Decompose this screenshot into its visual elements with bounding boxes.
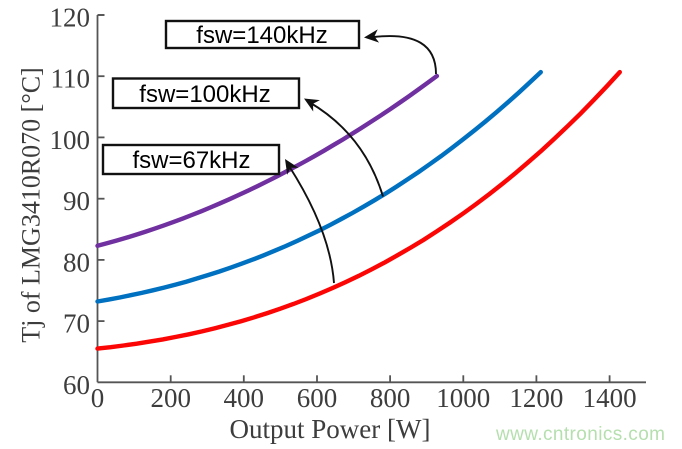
svg-text:fsw=67kHz: fsw=67kHz <box>132 147 250 174</box>
svg-text:100: 100 <box>50 125 91 155</box>
svg-text:200: 200 <box>150 383 191 413</box>
svg-text:60: 60 <box>63 370 90 400</box>
svg-text:1200: 1200 <box>509 383 563 413</box>
svg-text:0: 0 <box>91 383 105 413</box>
svg-text:90: 90 <box>63 186 90 216</box>
svg-text:800: 800 <box>370 383 411 413</box>
svg-text:400: 400 <box>224 383 265 413</box>
svg-text:1000: 1000 <box>436 383 490 413</box>
svg-text:80: 80 <box>63 247 90 277</box>
svg-text:110: 110 <box>51 64 91 94</box>
svg-text:600: 600 <box>297 383 338 413</box>
svg-text:fsw=140kHz: fsw=140kHz <box>196 22 327 49</box>
svg-text:1400: 1400 <box>583 383 637 413</box>
svg-text:fsw=100kHz: fsw=100kHz <box>139 81 270 108</box>
svg-text:Tj of LMG3410R070 [°C]: Tj of LMG3410R070 [°C] <box>17 67 46 342</box>
svg-text:120: 120 <box>50 3 91 33</box>
svg-text:70: 70 <box>63 309 90 339</box>
svg-text:www.cntronics.com: www.cntronics.com <box>495 424 665 445</box>
svg-text:Output Power [W]: Output Power [W] <box>230 414 431 444</box>
